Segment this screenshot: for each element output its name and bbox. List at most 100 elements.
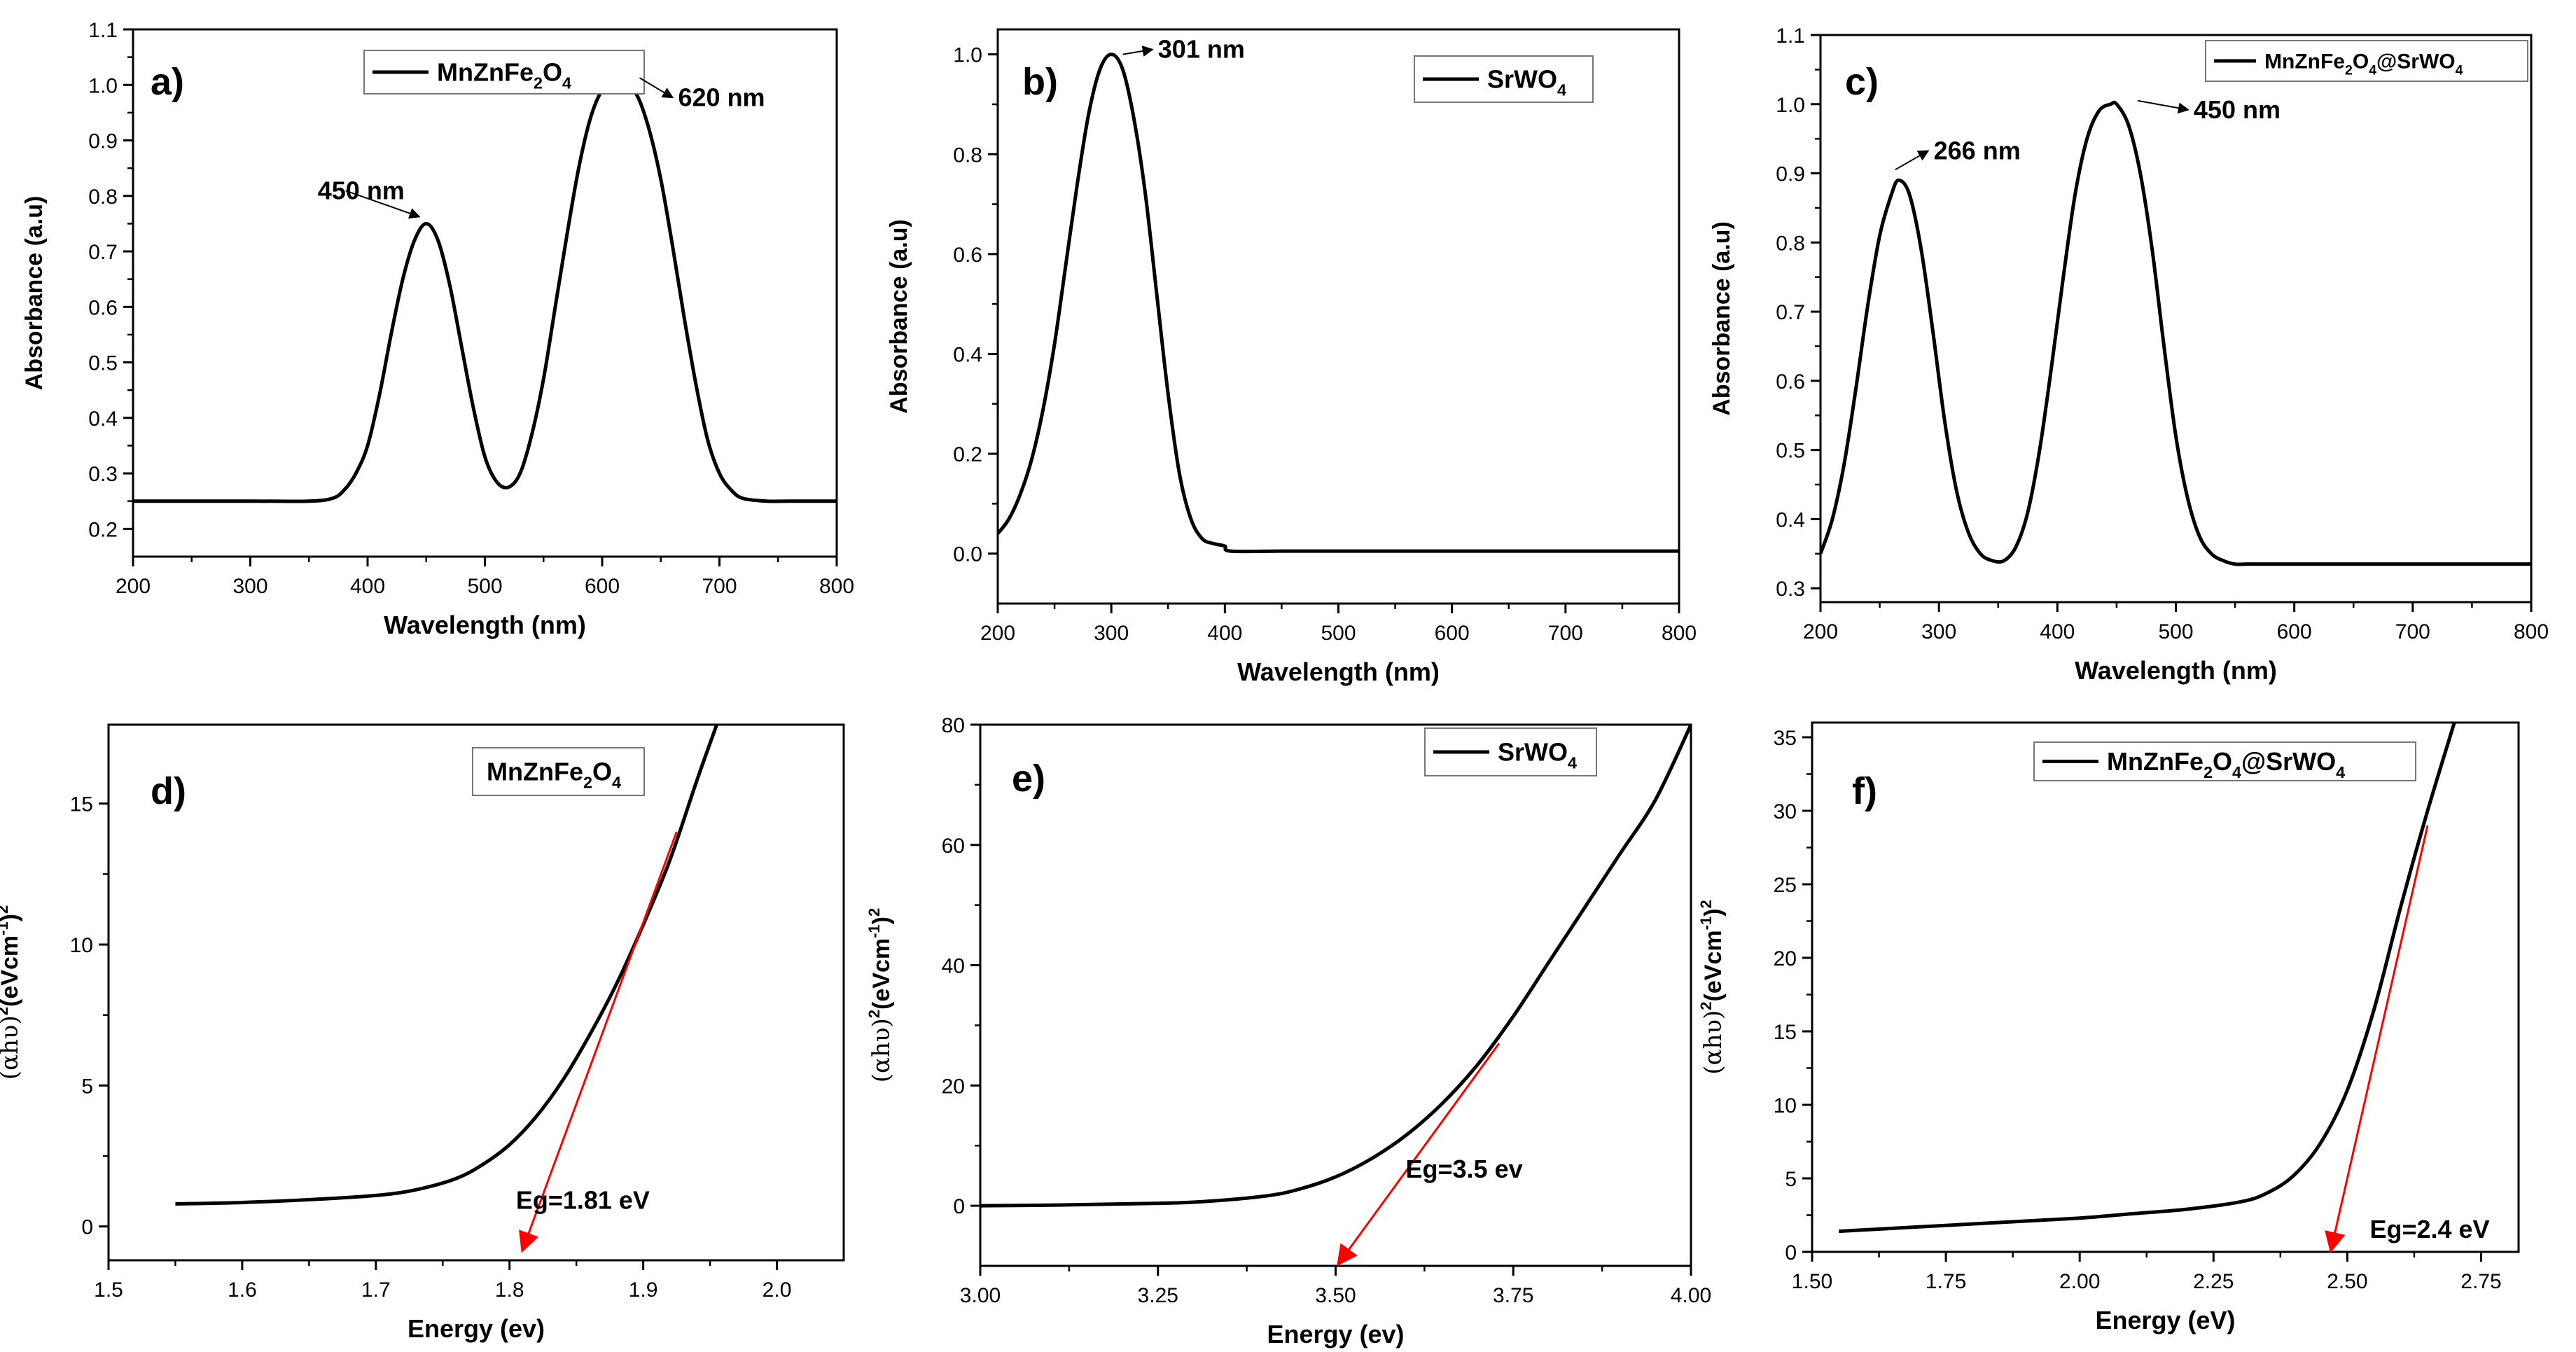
y-tick-label: 0.9	[1776, 163, 1805, 186]
y-label-part: )	[868, 917, 895, 924]
peak-arrow	[1895, 150, 1930, 171]
peak-annotation: 266 nm	[1934, 136, 2021, 165]
legend-text: SrWO	[1487, 65, 1557, 94]
y-axis-title: (αhυ)2(eVcm-1)2	[0, 905, 24, 1080]
y-label-part: )	[0, 914, 23, 921]
legend-text: O	[2353, 50, 2369, 74]
y-label-sup: -1	[0, 921, 11, 935]
series-line	[1839, 723, 2456, 1234]
y-tick-label: 0	[953, 1195, 965, 1218]
x-tick-label: 300	[1921, 620, 1956, 643]
y-tick-label: 0.8	[88, 186, 118, 209]
y-label-sup: 2	[865, 1010, 883, 1018]
series-line	[133, 82, 837, 503]
x-tick-label: 400	[2040, 620, 2075, 643]
plot-frame	[979, 723, 1692, 1267]
x-tick-label: 700	[702, 575, 737, 598]
legend-box	[2205, 40, 2528, 82]
y-tick-label: 1.1	[1776, 25, 1805, 48]
y-label-sup: 2	[0, 905, 11, 914]
legend-sub: 4	[2456, 63, 2463, 78]
y-tick-label: 1.0	[88, 74, 118, 97]
plot-data-area	[1820, 100, 2531, 566]
legend-sub: 4	[612, 773, 621, 791]
y-tick-label: 0	[1785, 1241, 1797, 1264]
series-line	[1820, 100, 2531, 566]
plot-frame	[996, 28, 1680, 605]
y-label-sup: 2	[0, 1007, 11, 1015]
legend-sub: 4	[562, 74, 571, 92]
y-tick-label: 15	[1774, 1021, 1797, 1044]
y-tick-label: 1.0	[953, 44, 982, 67]
x-tick-label: 500	[1321, 622, 1356, 645]
chart-panel-b: 200 300 400 500 600 700 800 0.0 0.2 0.4 0.6 0.8 1.0 W…	[886, 28, 1697, 686]
y-tick-label: 0.8	[953, 144, 982, 167]
legend-sub: 2	[583, 773, 592, 791]
y-tick-label: 10	[1774, 1094, 1797, 1117]
y-tick-label: 20	[1774, 947, 1797, 970]
panel-label: b)	[1022, 61, 1058, 103]
panel-label: f)	[1852, 770, 1877, 812]
y-tick-label: 80	[942, 714, 965, 737]
x-tick-label: 2.00	[2059, 1270, 2100, 1293]
y-label-part: (αhυ)	[0, 1015, 24, 1080]
y-label-sup: -1	[865, 924, 883, 938]
legend-text: MnZnFe	[2107, 747, 2203, 776]
panel-label: c)	[1845, 61, 1879, 103]
legend-sub: 2	[2345, 63, 2353, 78]
legend-sub: 4	[2336, 763, 2345, 781]
x-tick-label: 4.00	[1671, 1284, 1711, 1307]
plot-data-area	[998, 53, 1679, 554]
legend-text: MnZnFe	[487, 758, 583, 786]
peak-arrow	[639, 77, 674, 99]
legend-text: MnZnFe	[2264, 50, 2345, 74]
x-tick-label: 1.8	[495, 1278, 524, 1302]
y-tick-label: 0.0	[953, 543, 982, 566]
peak-annotation: 301 nm	[1158, 35, 1245, 64]
legend-sub: 4	[1568, 753, 1577, 772]
chart-panel-f: 1.50 1.75 2.00 2.25 2.50 2.75 0 5 10 15 20 25 30 35 En…	[1697, 721, 2520, 1334]
legend-text: MnZnFe	[437, 58, 534, 87]
y-tick-label: 0.2	[953, 443, 982, 466]
y-tick-label: 0.5	[1776, 440, 1805, 463]
series-line	[980, 725, 1691, 1208]
y-tick-label: 25	[1774, 874, 1797, 897]
plot-frame	[1819, 34, 2533, 604]
y-label-part: (eVcm	[868, 938, 895, 1010]
x-tick-label: 200	[980, 622, 1015, 645]
x-tick-label: 500	[2158, 620, 2193, 643]
x-axis-title: Energy (eV)	[2095, 1306, 2235, 1334]
legend-label: MnZnFe2O4@SrWO4	[2107, 747, 2345, 781]
x-tick-label: 2.0	[763, 1278, 792, 1302]
legend-label: SrWO4	[1498, 738, 1577, 772]
x-tick-label: 1.50	[1792, 1270, 1832, 1293]
legend-text: O	[2213, 747, 2232, 776]
plot-data-area	[1839, 723, 2456, 1234]
y-tick-label: 0.3	[1776, 578, 1805, 601]
y-tick-label: 0.2	[88, 518, 118, 541]
plot-data-area	[133, 82, 837, 503]
y-tick-label: 0.7	[88, 241, 118, 264]
x-tick-label: 1.9	[629, 1278, 658, 1302]
y-axis-title: Absorbance (a.u)	[1708, 221, 1735, 416]
series-line	[998, 53, 1679, 554]
plot-data-area	[175, 725, 718, 1206]
x-tick-label: 3.00	[960, 1284, 1001, 1307]
y-tick-label: 0.8	[1776, 232, 1805, 255]
y-tick-label: 0.6	[88, 296, 118, 319]
plot-data-area	[980, 725, 1691, 1208]
legend-sub: 4	[1557, 81, 1566, 99]
tangent-arrow	[2325, 825, 2429, 1253]
legend-text: @SrWO	[2376, 50, 2456, 74]
x-tick-label: 800	[819, 575, 854, 598]
chart-panel-a: 200 300 400 500 600 700 800 0.2 0.3 0.4 0.5 0.6 0.7 0…	[21, 19, 854, 639]
y-axis-title: Absorbance (a.u)	[886, 219, 912, 414]
panel-label: e)	[1012, 758, 1045, 800]
peak-arrow	[2137, 99, 2189, 114]
chart-panel-c: 200 300 400 500 600 700 800 0.3 0.4 0.5 0.6 0.7 0.8 0…	[1708, 25, 2549, 685]
y-tick-label: 0.6	[1776, 370, 1805, 393]
x-tick-label: 3.50	[1315, 1284, 1356, 1307]
x-tick-label: 400	[350, 575, 385, 598]
y-label-part: (αhυ)	[1699, 1010, 1727, 1075]
